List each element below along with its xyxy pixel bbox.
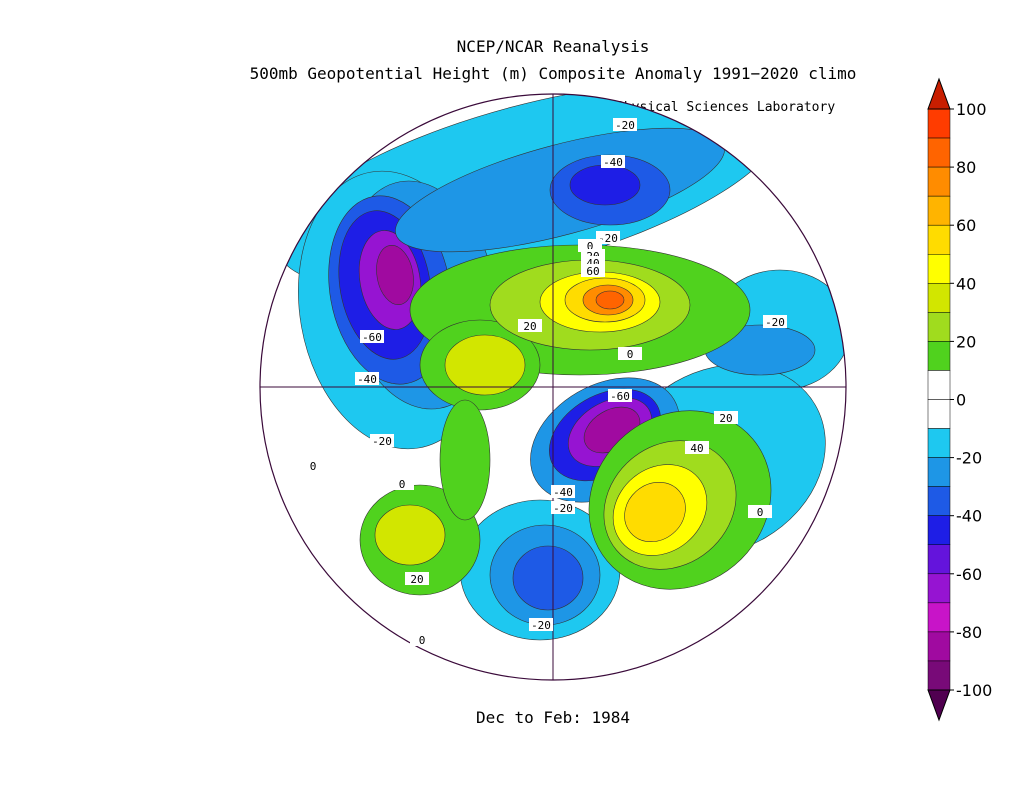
colorbar-tick-label: -60 — [956, 565, 982, 584]
colorbar-tick-label: 20 — [956, 332, 976, 351]
colorbar-tick-label: -100 — [956, 681, 992, 700]
contour-label: 0 — [419, 634, 426, 647]
contour-label-box — [578, 239, 602, 252]
anomaly-area — [569, 164, 641, 206]
map-border — [259, 93, 847, 681]
contour-label: -20 — [372, 435, 392, 448]
contour-label-box — [301, 459, 325, 472]
colorbar-segment — [927, 341, 951, 371]
contour-label-box — [551, 501, 575, 514]
contour-label: 20 — [523, 320, 536, 333]
anomaly-area — [439, 399, 491, 521]
contour-label-box — [390, 477, 414, 490]
colorbar-segment — [927, 515, 951, 546]
contour-label-box — [685, 441, 709, 454]
contour-label: -20 — [765, 316, 785, 329]
colorbar-tick-label: -40 — [956, 507, 982, 526]
contour-label: -20 — [531, 619, 551, 632]
colorbar-segment — [927, 283, 951, 313]
colorbar-segment — [927, 602, 951, 633]
contour-label-box — [748, 505, 772, 518]
colorbar-tick-label: 80 — [956, 158, 976, 177]
anomaly-area — [624, 481, 686, 543]
colorbar-segment — [927, 399, 951, 429]
contour-label: 40 — [690, 442, 703, 455]
colorbar-segment — [927, 631, 951, 662]
contour-label: -60 — [610, 390, 630, 403]
colorbar-tick-label: 100 — [956, 100, 987, 119]
colorbar-segment — [927, 486, 951, 516]
colorbar-segment — [927, 457, 951, 487]
contour-label: 0 — [627, 348, 634, 361]
contour-label: 0 — [757, 506, 764, 519]
contour-label-box — [518, 319, 542, 332]
colorbar-segment — [927, 544, 951, 575]
contour-label-box — [355, 372, 379, 385]
contour-label-box — [360, 330, 384, 343]
colorbar-segment — [927, 254, 951, 284]
subtitle: 500mb Geopotential Height (m) Composite … — [250, 64, 857, 83]
footer: Dec to Feb: 1984 — [476, 708, 630, 727]
contour-label: -20 — [615, 119, 635, 132]
contour-label-box — [763, 315, 787, 328]
contour-label-box — [613, 118, 637, 131]
contour-label: 0 — [399, 478, 406, 491]
contour-label: 20 — [410, 573, 423, 586]
contour-label: 60 — [586, 265, 599, 278]
colorbar-tick-label: 0 — [956, 391, 966, 410]
contour-label-box — [370, 434, 394, 447]
contour-label: -20 — [553, 502, 573, 515]
colorbar-segment — [927, 660, 951, 691]
anomaly-area — [444, 334, 526, 396]
colorbar-tick-label: -80 — [956, 623, 982, 642]
contour-label: 0 — [310, 460, 317, 473]
contour-label-box — [618, 347, 642, 360]
contour-label-box — [410, 633, 434, 646]
colorbar-segment — [927, 108, 951, 139]
contour-label-box — [405, 572, 429, 585]
contour-label-box — [581, 264, 605, 277]
anomaly-area — [376, 244, 414, 306]
anomaly-area — [512, 545, 584, 611]
contour-labels: -20 -40 -20 0 20 40 60 20 0 -20 -60 -40 -20 0 0 -60 -40 -… — [301, 118, 787, 647]
contour-label-box — [601, 155, 625, 168]
contour-label: 0 — [587, 240, 594, 253]
colorbar-segment — [927, 428, 951, 458]
colorbar-tick-label: -20 — [956, 449, 982, 468]
anomaly-area — [374, 504, 446, 566]
contour-label-box — [551, 485, 575, 498]
contour-label: -40 — [553, 486, 573, 499]
contour-label: -20 — [598, 232, 618, 245]
colorbar-segment — [927, 166, 951, 197]
colorbar-segment — [927, 137, 951, 168]
contour-label: -60 — [362, 331, 382, 344]
colorbar-segment — [927, 312, 951, 342]
contour-label-box — [714, 411, 738, 424]
colorbar-under — [927, 689, 951, 722]
contour-label: -40 — [357, 373, 377, 386]
contour-label-box — [529, 618, 553, 631]
map — [260, 94, 846, 680]
colorbar-segment — [927, 370, 951, 400]
colorbar-tick-label: 40 — [956, 274, 976, 293]
colorbar-segment — [927, 195, 951, 226]
contour-label-box — [608, 389, 632, 402]
contour-label: 20 — [719, 412, 732, 425]
anomaly-area — [595, 290, 625, 310]
title: NCEP/NCAR Reanalysis — [457, 37, 650, 56]
contour-label: -40 — [603, 156, 623, 169]
colorbar-segment — [927, 224, 951, 255]
colorbar-tick-label: 60 — [956, 216, 976, 235]
colorbar-over — [927, 77, 951, 110]
colorbar: 100 80 60 40 20 0 -20 -40 -60 -80 -100 — [927, 77, 992, 722]
colorbar-segment — [927, 573, 951, 604]
